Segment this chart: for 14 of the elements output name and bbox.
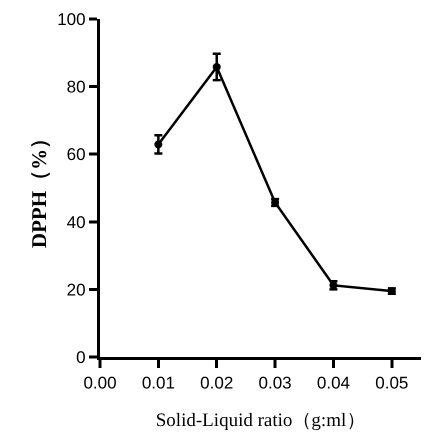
y-tick-label: 100 xyxy=(57,10,86,29)
y-axis-title: DPPH（%） xyxy=(27,128,51,248)
x-tick-label: 0.00 xyxy=(83,373,117,392)
x-tick-label: 0.01 xyxy=(142,373,175,392)
x-tick-label: 0.05 xyxy=(375,373,408,392)
x-tick-label: 0.04 xyxy=(316,373,350,392)
y-tick-label: 0 xyxy=(76,348,86,367)
x-tick-label: 0.02 xyxy=(200,373,234,392)
x-tick-label: 0.03 xyxy=(258,373,292,392)
y-tick-label: 80 xyxy=(66,78,86,97)
y-tick-label: 40 xyxy=(66,212,86,232)
y-tick-label: 20 xyxy=(66,280,86,300)
y-tick-label: 60 xyxy=(66,145,86,164)
x-axis-title: Solid-Liquid ratio（g:ml） xyxy=(156,410,366,431)
